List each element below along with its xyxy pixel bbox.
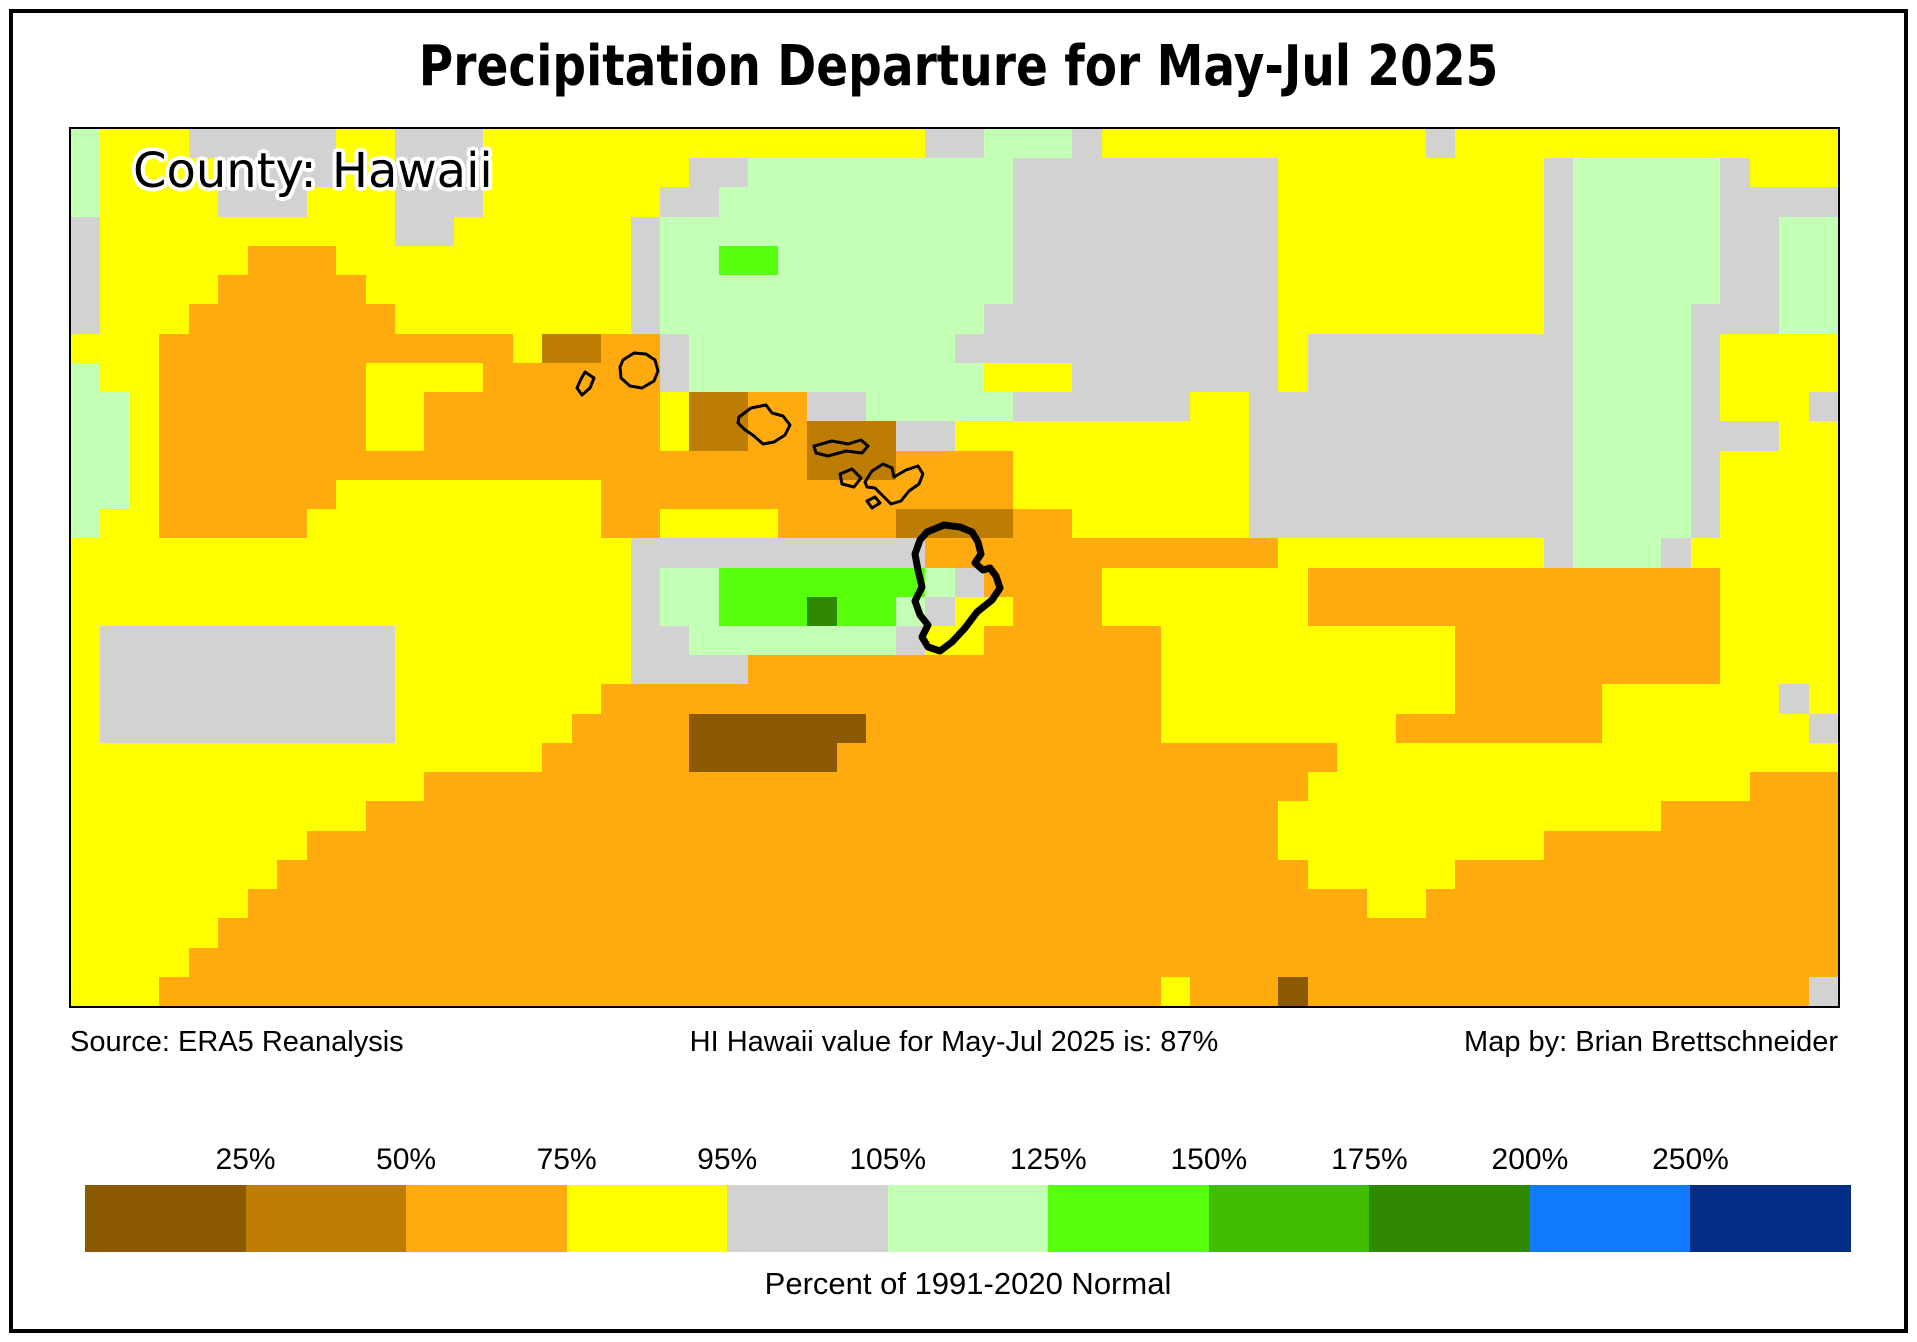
legend-swatch-5	[887, 1185, 1049, 1252]
legend-label-150%: 150%	[1170, 1143, 1248, 1176]
island-outlines-overlay	[575, 351, 1004, 655]
legend-swatch-4	[727, 1185, 888, 1252]
legend-colorbar	[85, 1185, 1852, 1252]
title-row: Precipitation Departure for May-Jul 2025	[0, 34, 1917, 99]
caption-row: Source: ERA5 Reanalysis HI Hawaii value …	[70, 1026, 1838, 1066]
legend-label-95%: 95%	[697, 1143, 758, 1176]
map-raster	[71, 129, 1838, 1006]
legend-swatch-0	[85, 1185, 246, 1252]
value-caption: HI Hawaii value for May-Jul 2025 is: 87%	[689, 1026, 1219, 1058]
legend-swatch-1	[245, 1185, 407, 1252]
molokai-outline	[812, 438, 870, 458]
source-caption: Source: ERA5 Reanalysis	[70, 1026, 404, 1058]
legend-label-75%: 75%	[536, 1143, 597, 1176]
legend-title: Percent of 1991-2020 Normal	[764, 1266, 1172, 1301]
legend-swatch-8	[1369, 1185, 1530, 1252]
lanai-outline	[838, 467, 863, 489]
page-title: Precipitation Departure for May-Jul 2025	[418, 34, 1499, 99]
legend-swatch-3	[566, 1185, 728, 1252]
legend-label-200%: 200%	[1491, 1143, 1569, 1176]
page-border	[9, 9, 1908, 1333]
map-area: County: Hawaii	[69, 127, 1840, 1008]
niihau-outline	[575, 370, 596, 397]
legend-label-175%: 175%	[1330, 1143, 1408, 1176]
legend-swatch-9	[1529, 1185, 1691, 1252]
county-label: County: Hawaii	[133, 143, 493, 199]
oahu-outline	[736, 403, 792, 446]
legend-swatch-7	[1208, 1185, 1370, 1252]
kauai-outline	[618, 351, 660, 390]
legend-swatch-6	[1048, 1185, 1209, 1252]
legend: 25% 50% 75% 95% 105% 125% 150% 175% 200% 250% Per…	[85, 1141, 1852, 1302]
kahoolawe-outline	[865, 495, 882, 510]
legend-swatch-2	[406, 1185, 567, 1252]
credit-caption: Map by: Brian Brettschneider	[1464, 1026, 1838, 1058]
legend-labels: 25% 50% 75% 95% 105% 125% 150% 175% 200% 250%	[85, 1141, 1851, 1185]
hawaii-big-island-outline	[911, 521, 1004, 655]
maui-outline	[863, 462, 925, 506]
legend-label-250%: 250%	[1652, 1143, 1729, 1176]
legend-label-105%: 105%	[849, 1143, 927, 1176]
legend-label-25%: 25%	[215, 1143, 276, 1176]
legend-label-125%: 125%	[1009, 1143, 1087, 1176]
legend-swatch-10	[1690, 1185, 1852, 1252]
legend-label-50%: 50%	[376, 1143, 437, 1176]
